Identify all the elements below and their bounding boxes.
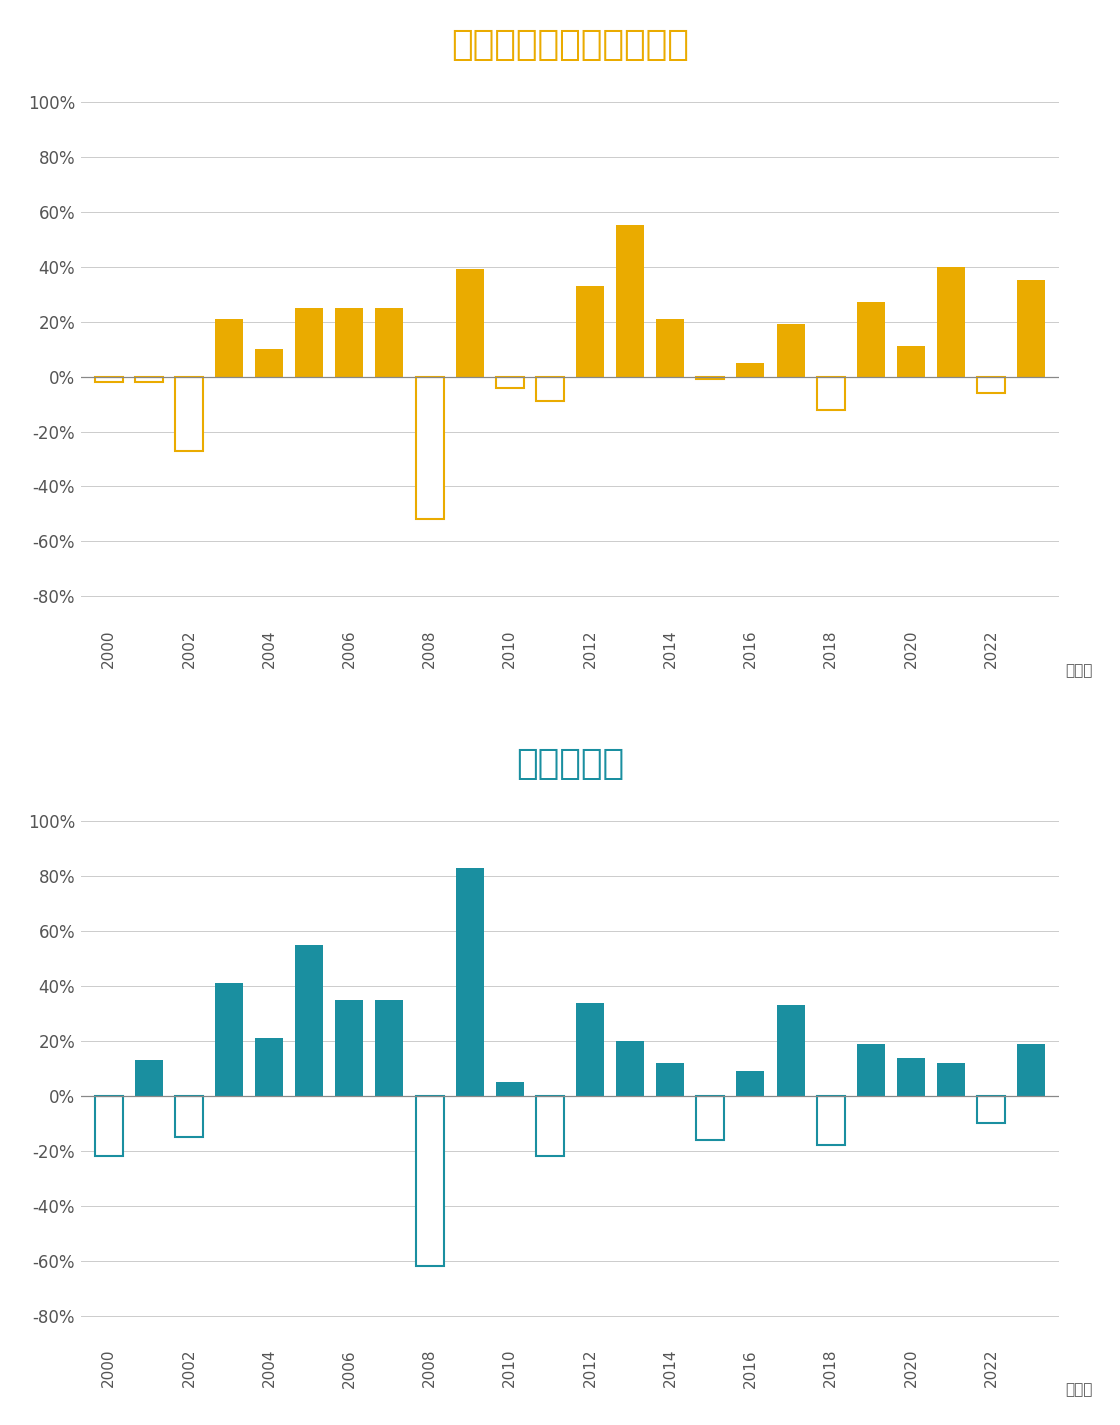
Bar	[335, 308, 363, 376]
Bar	[616, 225, 644, 376]
Bar	[576, 1003, 604, 1096]
Bar	[736, 1072, 765, 1096]
Bar	[416, 376, 444, 520]
Bar	[375, 1000, 403, 1096]
Bar	[977, 376, 1005, 393]
Text: （年）: （年）	[1065, 1382, 1092, 1398]
Bar	[535, 376, 564, 402]
Bar	[857, 1043, 885, 1096]
Bar	[1017, 281, 1045, 376]
Bar	[816, 1096, 844, 1146]
Bar	[656, 1063, 684, 1096]
Bar	[535, 1096, 564, 1157]
Bar	[697, 376, 725, 379]
Bar	[255, 1039, 283, 1096]
Bar	[977, 1096, 1005, 1123]
Bar	[456, 868, 484, 1096]
Bar	[897, 346, 925, 376]
Text: （年）: （年）	[1065, 663, 1092, 678]
Bar	[175, 1096, 203, 1137]
Bar	[94, 376, 123, 382]
Bar	[134, 1060, 162, 1096]
Bar	[496, 1082, 524, 1096]
Bar	[857, 302, 885, 376]
Bar	[736, 363, 765, 376]
Bar	[255, 349, 283, 376]
Bar	[937, 1063, 965, 1096]
Bar	[776, 325, 804, 376]
Bar	[335, 1000, 363, 1096]
Bar	[897, 1057, 925, 1096]
Bar	[1017, 1043, 1045, 1096]
Bar	[375, 308, 403, 376]
Bar	[816, 376, 844, 409]
Bar	[576, 286, 604, 376]
Bar	[656, 319, 684, 376]
Bar	[175, 376, 203, 450]
Bar	[496, 376, 524, 388]
Bar	[937, 266, 965, 376]
Bar	[416, 1096, 444, 1267]
Bar	[296, 945, 324, 1096]
Bar	[616, 1042, 644, 1096]
Bar	[215, 983, 243, 1096]
Bar	[215, 319, 243, 376]
Bar	[94, 1096, 123, 1157]
Bar	[296, 308, 324, 376]
Title: 新興国株式: 新興国株式	[516, 747, 624, 781]
Bar	[456, 269, 484, 376]
Bar	[776, 1005, 804, 1096]
Title: 先進国株式（除く日本）: 先進国株式（除く日本）	[451, 27, 689, 61]
Bar	[697, 1096, 725, 1140]
Bar	[134, 376, 162, 382]
